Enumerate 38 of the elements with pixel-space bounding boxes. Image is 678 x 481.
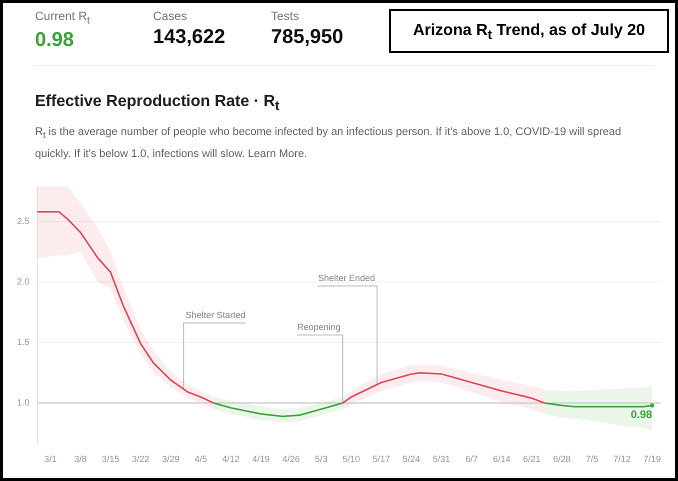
x-tick-label: 4/26 [282, 454, 300, 464]
ref-line-label: Shelter Ended [318, 272, 376, 283]
x-tick-label: 7/19 [643, 454, 661, 464]
x-tick-label: 5/3 [314, 454, 328, 464]
x-tick-label: 5/31 [432, 454, 450, 464]
x-tick-label: 6/21 [523, 454, 541, 464]
text: Tests [271, 9, 300, 23]
text: Current R$_{t}$ [35, 9, 91, 26]
x-tick-label: 6/14 [492, 454, 510, 464]
x-tick-label: 3/15 [102, 454, 120, 464]
text: 785,950 [271, 26, 344, 49]
data-label: 0.98 [630, 409, 652, 421]
y-tick-label: 1.5 [16, 337, 30, 348]
x-tick-label: 4/5 [194, 454, 208, 464]
text: R$_{t}$ is the average number of people who become infected by an infectious person. If it's above 1.0, COVID-19 will spread quickly. If it's below 1.0, infections will slow. Learn More. [35, 125, 622, 162]
x-tick-label: 3/8 [74, 454, 87, 464]
y-tick-label: 1.0 [16, 398, 30, 408]
chart-subtitle: Effective Reproduction Rate · R$_{t}$ [35, 93, 280, 114]
x-tick-label: 7/5 [586, 454, 598, 464]
x-tick-label: 6/7 [465, 454, 478, 464]
text: 143,622 [153, 26, 226, 49]
text: 0.98 [35, 29, 75, 52]
x-tick-label: 4/12 [222, 454, 240, 464]
y-tick-label: 2.0 [16, 276, 30, 286]
ref-line-label: Reopening [297, 322, 341, 332]
x-tick-label: 3/29 [162, 454, 180, 464]
x-tick-label: 7/12 [613, 454, 631, 464]
x-tick-label: 5/10 [342, 454, 360, 464]
text: Cases [153, 9, 188, 23]
x-tick-label: 5/24 [402, 454, 420, 464]
x-tick-label: 4/19 [252, 454, 270, 464]
x-tick-label: 5/17 [372, 454, 390, 464]
y-tick-label: 2.5 [16, 216, 30, 226]
x-tick-label: 6/28 [553, 454, 571, 464]
ref-line-label: Shelter Started [186, 310, 246, 320]
x-tick-label: 3/1 [44, 454, 57, 464]
x-tick-label: 3/22 [132, 454, 150, 464]
chart-title: Arizona R$_{t}$ Trend, as of July 20 [389, 9, 669, 53]
